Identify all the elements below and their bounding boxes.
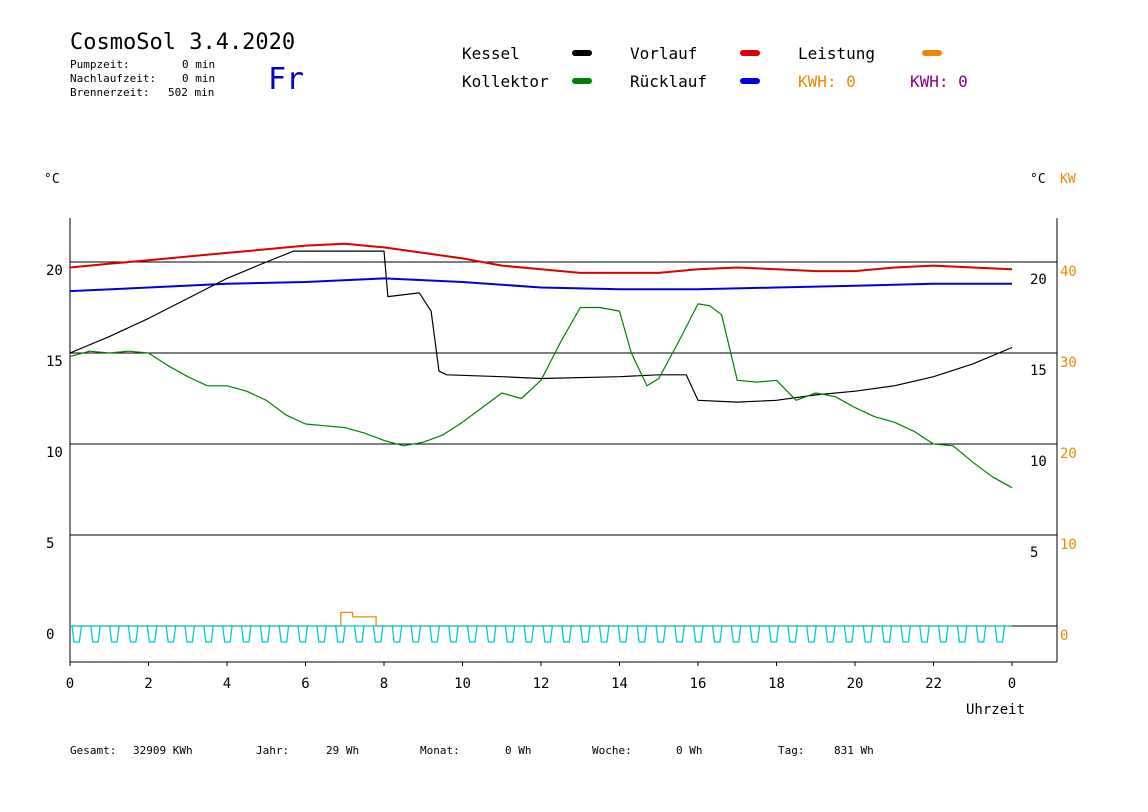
legend-kollektor-swatch	[572, 78, 592, 84]
y-right-temp-tick-5: 5	[1030, 545, 1038, 561]
footer-gesamt-label: Gesamt:	[70, 744, 117, 757]
stat-brennerzeit-value: 502 min	[168, 86, 215, 99]
x-tick-label-12: 0	[1008, 676, 1016, 692]
legend-leistung-swatch	[922, 50, 942, 56]
series-pumpe	[70, 625, 1012, 643]
y-left-tick-15: 15	[46, 354, 63, 370]
y-left-tick-0: 0	[46, 627, 54, 643]
footer-tag-label: Tag:	[778, 744, 805, 757]
series-kessel	[69, 250, 1013, 403]
footer-monat-value: 0 Wh	[505, 744, 532, 757]
y-right-power-tick-20: 20	[1060, 446, 1077, 462]
x-tick-label-8: 16	[690, 676, 707, 692]
footer-gesamt-value: 32909 KWh	[133, 744, 193, 757]
footer-jahr-label: Jahr:	[256, 744, 290, 757]
stat-nachlaufzeit-label: Nachlaufzeit:	[70, 72, 157, 85]
y-right-temp-tick-20: 20	[1030, 272, 1047, 288]
series-vorlauf	[69, 242, 1013, 274]
x-tick-label-7: 14	[611, 676, 628, 692]
y-left-tick-5: 5	[46, 536, 54, 552]
legend-kessel-label: Kessel	[462, 44, 520, 63]
x-tick-label-2: 4	[223, 676, 231, 692]
y-left-unit: °C	[44, 172, 60, 187]
x-tick-label-0: 0	[66, 676, 74, 692]
series-ruecklauf	[69, 277, 1012, 293]
x-tick-label-3: 6	[301, 676, 309, 692]
legend-vorlauf-swatch	[740, 50, 760, 56]
y-right-temp-tick-15: 15	[1030, 363, 1047, 379]
x-tick-label-11: 22	[925, 676, 942, 692]
legend-ruecklauf-swatch	[740, 78, 760, 84]
x-tick-label-6: 12	[533, 676, 550, 692]
footer-tag-value: 831 Wh	[834, 744, 874, 757]
weekday-label: Fr	[268, 62, 305, 97]
x-tick-label-5: 10	[454, 676, 471, 692]
legend-kwh-purple: KWH: 0	[910, 72, 968, 91]
footer-monat-label: Monat:	[420, 744, 460, 757]
x-tick-label-9: 18	[768, 676, 785, 692]
stat-brennerzeit-label: Brennerzeit:	[70, 86, 150, 99]
legend-kessel-swatch	[572, 50, 592, 56]
y-left-tick-20: 20	[46, 263, 63, 279]
y-right-power-unit: KW	[1060, 172, 1076, 187]
stat-pumpzeit-label: Pumpzeit:	[70, 58, 130, 71]
series-leistung	[70, 611, 1012, 627]
x-axis-label: Uhrzeit	[966, 702, 1026, 718]
footer-jahr-value: 29 Wh	[326, 744, 360, 757]
stat-nachlaufzeit-value: 0 min	[182, 72, 216, 85]
x-tick-label-4: 8	[380, 676, 388, 692]
footer-woche-label: Woche:	[592, 744, 632, 757]
x-tick-label-1: 2	[144, 676, 152, 692]
footer-woche-value: 0 Wh	[676, 744, 703, 757]
y-right-power-tick-40: 40	[1060, 264, 1077, 280]
x-tick-label-10: 20	[847, 676, 864, 692]
stat-pumpzeit-value: 0 min	[182, 58, 216, 71]
chart-title: CosmoSol 3.4.2020	[70, 30, 296, 55]
legend-vorlauf-label: Vorlauf	[630, 44, 698, 63]
legend-kollektor-label: Kollektor	[462, 72, 549, 91]
y-right-temp-tick-10: 10	[1030, 454, 1047, 470]
y-right-power-tick-0: 0	[1060, 628, 1068, 644]
legend-kwh-orange: KWH: 0	[798, 72, 856, 91]
legend-ruecklauf-label: Rücklauf	[630, 72, 708, 91]
y-right-power-tick-30: 30	[1060, 355, 1077, 371]
y-left-tick-10: 10	[46, 445, 63, 461]
y-right-temp-unit: °C	[1030, 172, 1046, 187]
series-kollektor	[69, 303, 1013, 489]
y-right-power-tick-10: 10	[1060, 537, 1077, 553]
legend-leistung-label: Leistung	[798, 44, 876, 63]
